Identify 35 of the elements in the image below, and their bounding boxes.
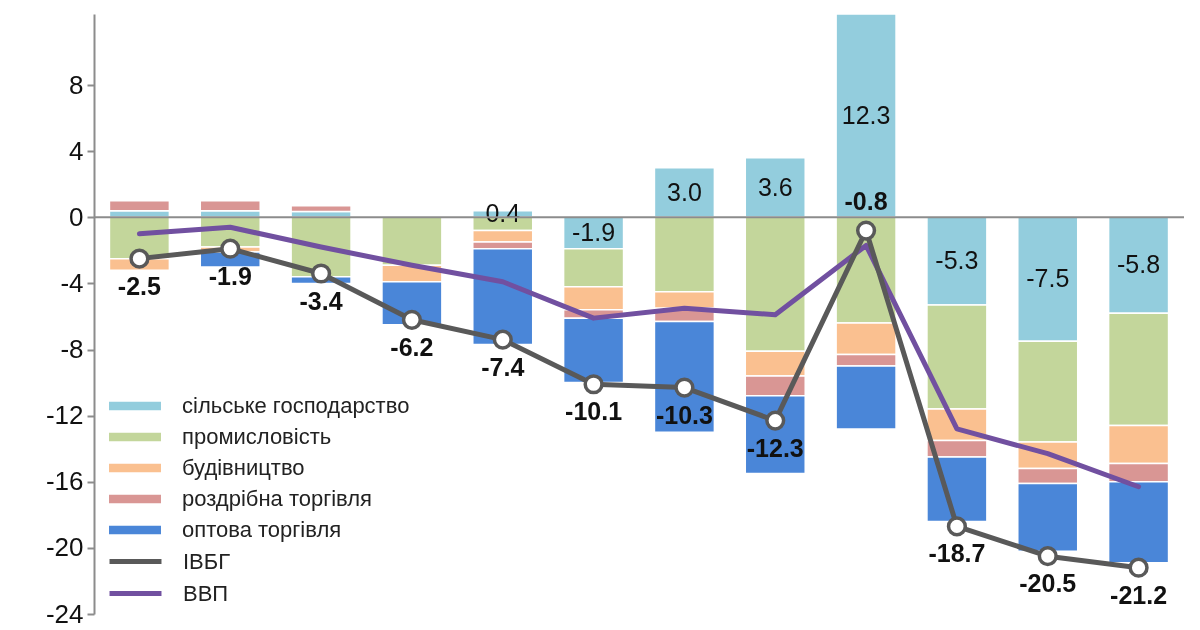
data-label: -2.5 (117, 271, 162, 300)
legend-label: ВВП (183, 580, 229, 606)
data-label: 12.3 (841, 100, 891, 129)
data-label: -21.2 (1110, 580, 1168, 609)
data-label: -1.9 (572, 218, 616, 247)
y-tick-label: -4 (60, 267, 84, 298)
data-label: 3.0 (667, 177, 702, 206)
data-label: -7.4 (481, 352, 525, 381)
data-label: -12.3 (746, 433, 804, 462)
data-label: -18.7 (928, 539, 986, 568)
data-label: -10.1 (565, 397, 623, 426)
legend-label: промисловість (182, 424, 332, 449)
data-label: -0.8 (844, 186, 888, 215)
data-label: -1.9 (208, 261, 252, 290)
legend-label: ІВБГ (183, 548, 231, 574)
data-label: -3.4 (299, 286, 343, 315)
data-label: -10.3 (655, 400, 713, 429)
data-label: -7.5 (1026, 264, 1070, 293)
y-tick-label: 8 (69, 69, 84, 100)
y-tick-label: 0 (69, 201, 84, 232)
y-tick-label: -20 (45, 532, 84, 563)
data-label: -20.5 (1019, 569, 1077, 598)
y-tick-label: 4 (69, 135, 84, 166)
data-label: -5.8 (1117, 250, 1161, 279)
legend-label: роздрібна торгівля (182, 486, 373, 511)
y-tick-label: -12 (45, 400, 84, 431)
legend-label: будівництво (182, 455, 305, 480)
y-tick-label: -24 (45, 598, 84, 629)
data-label: -6.2 (390, 332, 434, 361)
y-tick-label: -16 (45, 466, 84, 497)
data-label: 3.6 (757, 172, 793, 201)
data-label: -5.3 (935, 246, 979, 275)
y-tick-label: -8 (60, 334, 84, 365)
legend-label: оптова торгівля (182, 517, 342, 542)
legend-label: сільське господарство (182, 393, 410, 418)
